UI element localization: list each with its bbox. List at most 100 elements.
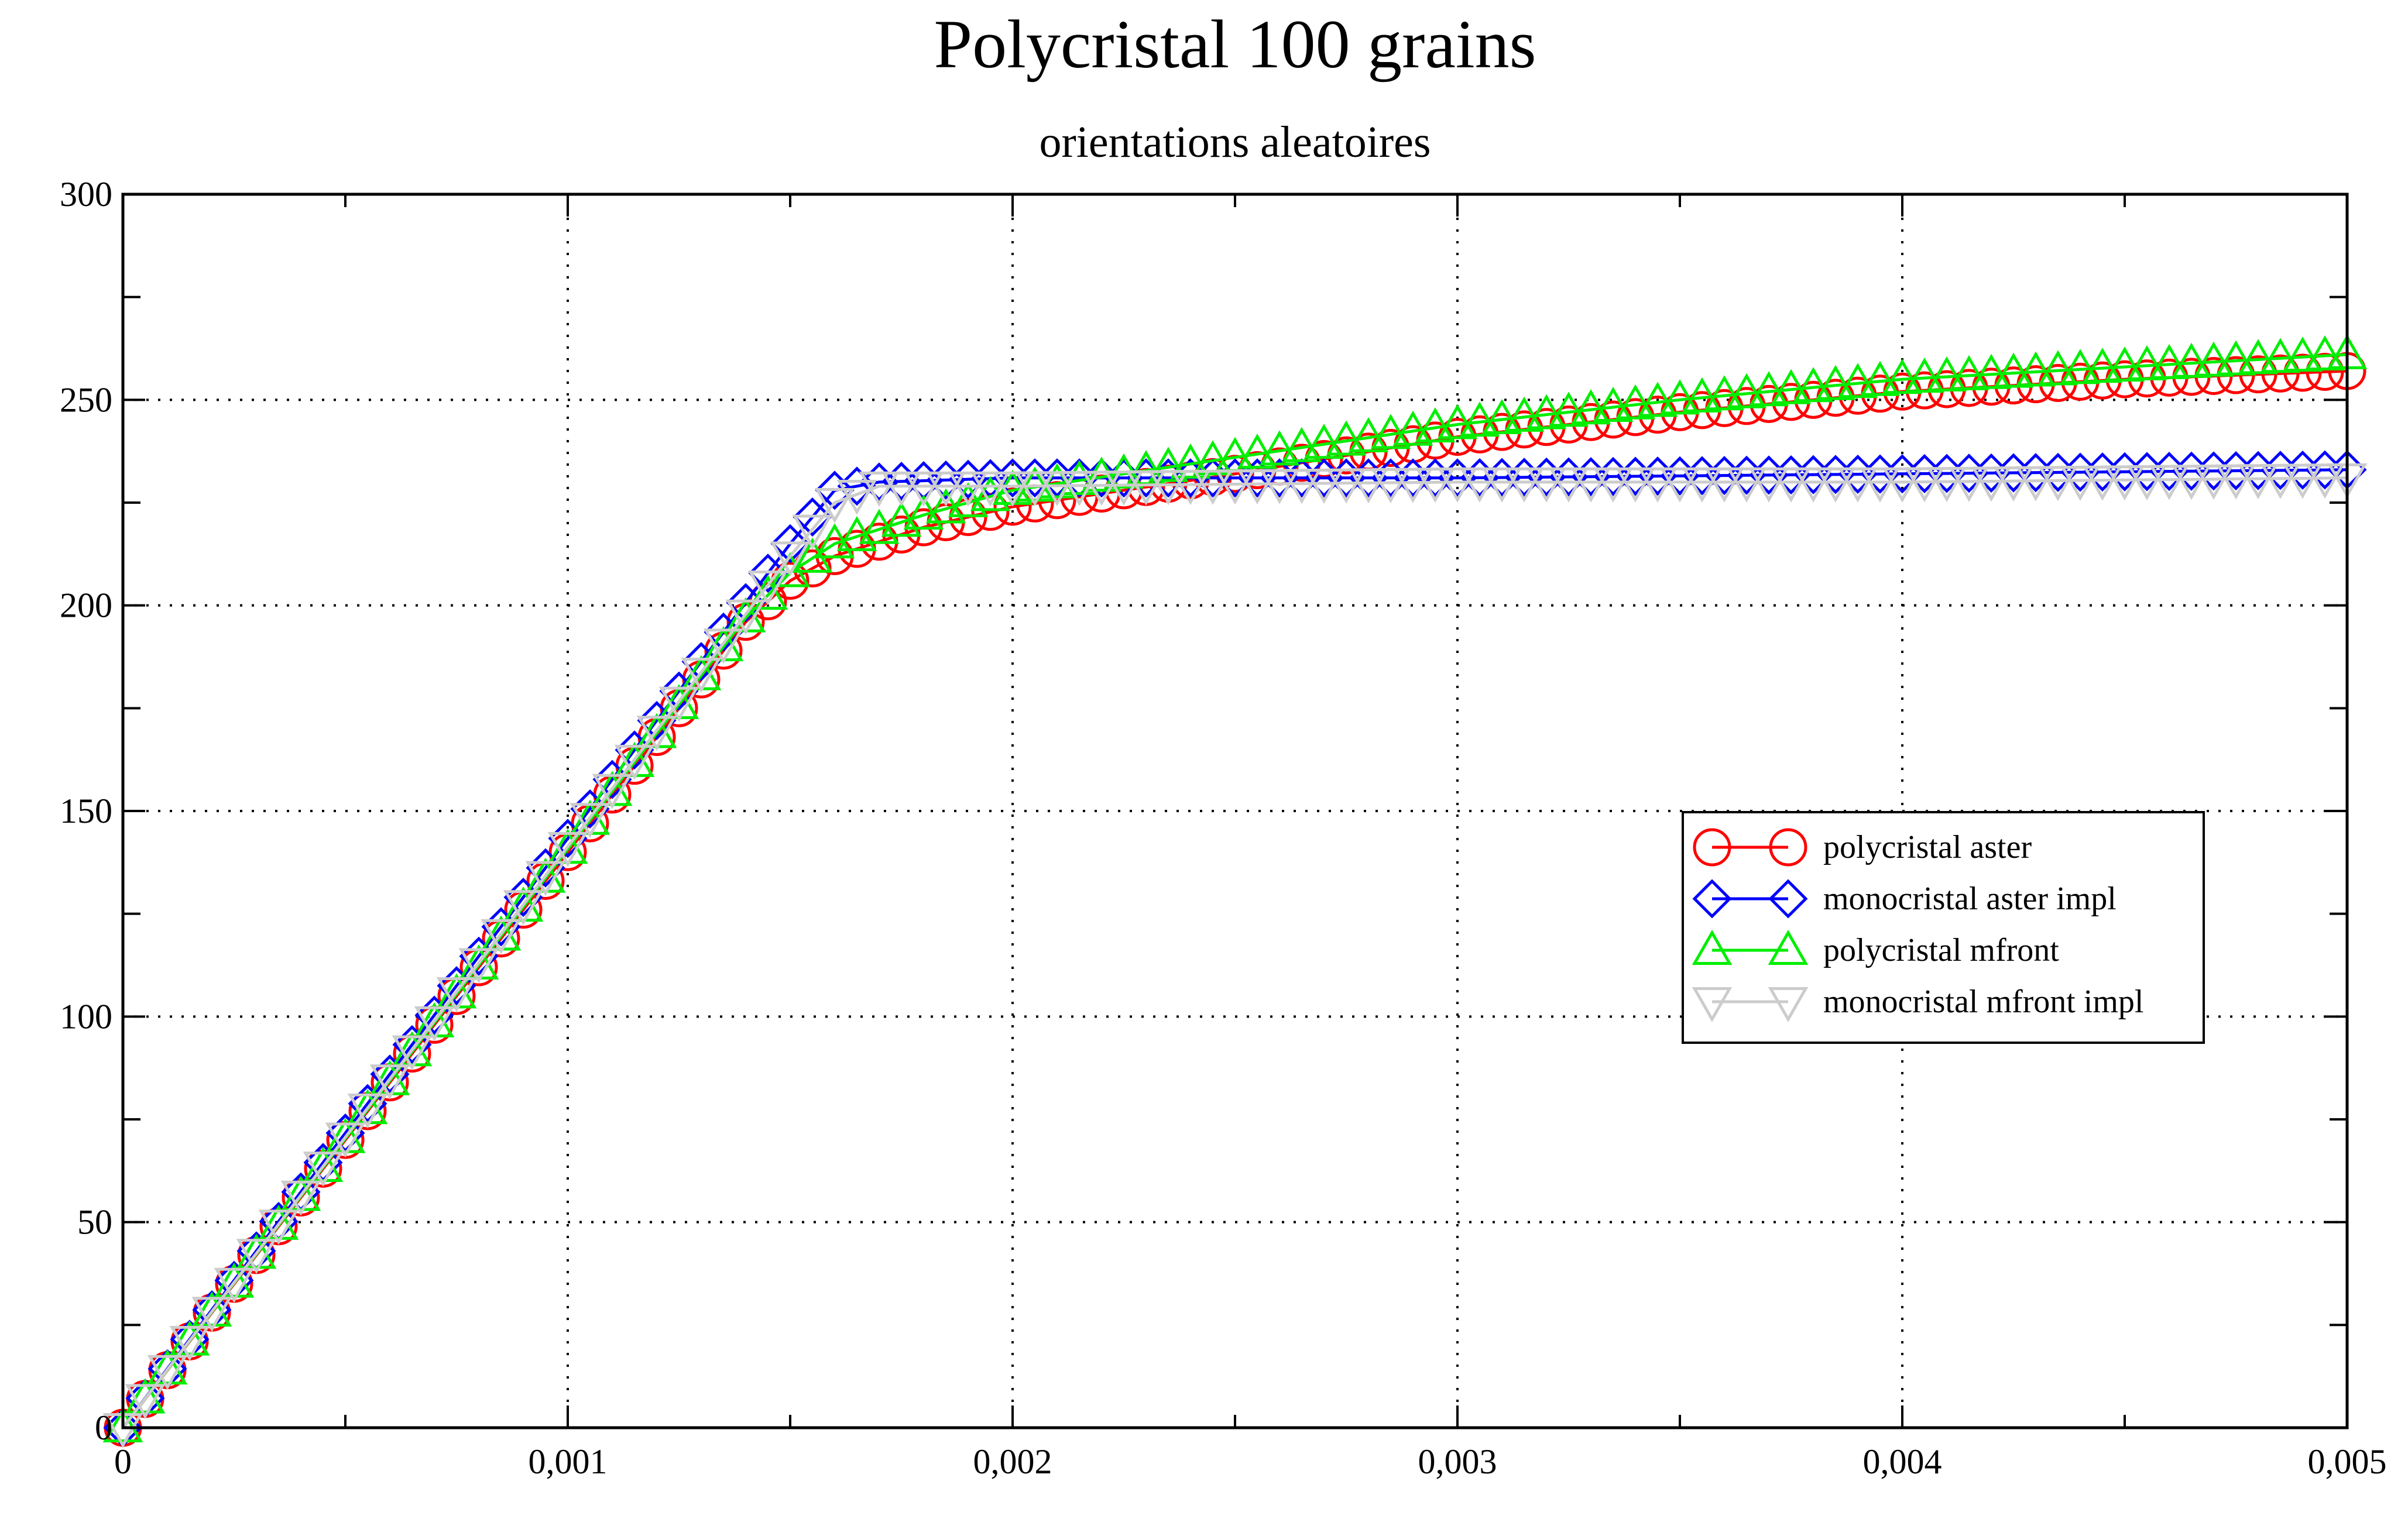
data-point — [1326, 468, 1367, 504]
data-point — [1615, 384, 1656, 420]
data-point — [770, 541, 811, 577]
data-point — [1103, 470, 1144, 506]
data-point — [303, 1152, 344, 1187]
data-point — [191, 1291, 232, 1327]
data-point — [1637, 382, 1678, 417]
data-point — [325, 1122, 366, 1158]
data-point — [814, 488, 855, 524]
data-point — [258, 1204, 299, 1240]
data-point — [1860, 467, 1901, 503]
data-point — [1437, 404, 1478, 439]
chart-subtitle: orientations aleatoires — [1040, 118, 1431, 167]
data-point — [1192, 469, 1233, 505]
data-point — [1882, 359, 1923, 394]
data-point — [1748, 467, 1789, 503]
data-point — [1437, 467, 1478, 503]
legend-marker — [1768, 987, 1809, 1023]
data-point — [1904, 358, 1945, 393]
data-point — [1771, 369, 1812, 404]
data-point — [236, 1239, 277, 1274]
data-point — [1148, 446, 1189, 482]
data-point — [2215, 340, 2256, 376]
data-point — [1192, 440, 1233, 476]
data-point — [1081, 470, 1122, 506]
data-point — [414, 1006, 455, 1042]
data-point — [1281, 427, 1322, 462]
legend-marker — [1692, 929, 1733, 965]
data-point — [1504, 396, 1545, 432]
data-point — [570, 803, 610, 838]
data-point — [1860, 360, 1901, 396]
data-point — [348, 1084, 387, 1123]
series-4 — [102, 463, 2368, 1449]
data-point — [2260, 463, 2301, 499]
data-point — [925, 471, 966, 507]
x-tick-label: 0,001 — [529, 1442, 608, 1481]
data-point — [2304, 335, 2345, 371]
data-point — [1526, 467, 1567, 503]
y-tick-label: 100 — [60, 997, 112, 1036]
data-point — [1415, 468, 1456, 503]
data-point — [2260, 338, 2301, 373]
data-point — [1704, 375, 1745, 411]
data-point — [325, 1118, 366, 1153]
data-point — [102, 1407, 143, 1442]
data-point — [392, 1035, 433, 1071]
data-point — [481, 919, 522, 954]
data-point — [1548, 391, 1589, 427]
data-point — [1904, 467, 1945, 503]
data-point — [1392, 410, 1433, 446]
data-point — [1593, 467, 1634, 503]
data-point — [525, 861, 566, 896]
x-tick-label: 0,002 — [973, 1442, 1052, 1481]
data-point — [369, 1064, 410, 1100]
data-point — [1281, 469, 1322, 504]
data-point — [280, 1176, 321, 1211]
data-point — [1304, 424, 1344, 459]
data-point — [792, 514, 833, 550]
data-point — [1971, 353, 2012, 389]
y-tick-label: 150 — [60, 792, 112, 830]
legend-marker — [1693, 828, 1731, 867]
data-point — [214, 1262, 255, 1298]
data-point — [1615, 467, 1656, 503]
data-point — [2015, 466, 2056, 501]
data-point — [2104, 465, 2145, 501]
data-point — [1237, 434, 1278, 469]
legend-marker — [1692, 879, 1732, 919]
data-point — [1837, 467, 1878, 503]
data-point — [2304, 463, 2345, 499]
data-point — [1704, 467, 1745, 503]
data-point — [547, 831, 588, 867]
data-point — [1659, 467, 1700, 503]
y-tick-label: 200 — [60, 586, 112, 625]
data-point — [2060, 466, 2101, 501]
legend-entry: monocristal mfront impl — [1692, 984, 2143, 1023]
y-tick-label: 50 — [77, 1203, 112, 1242]
series-line — [122, 476, 2348, 1429]
x-tick-label: 0,003 — [1418, 1442, 1497, 1481]
data-point — [903, 471, 944, 507]
data-point — [1037, 471, 1078, 507]
data-point — [125, 1384, 166, 1420]
data-point — [747, 575, 788, 610]
data-point — [147, 1349, 188, 1385]
data-point — [503, 890, 544, 926]
data-point — [748, 554, 788, 593]
data-point — [747, 571, 788, 606]
legend-label: polycristal aster — [1823, 829, 2032, 865]
data-point — [770, 524, 810, 563]
data-point — [2104, 346, 2145, 382]
data-point — [236, 1233, 277, 1269]
data-point — [1815, 365, 1856, 400]
data-point — [125, 1378, 166, 1414]
data-point — [1370, 414, 1411, 449]
data-point — [859, 471, 900, 507]
data-point — [1392, 468, 1433, 503]
data-point — [1971, 466, 2012, 502]
data-point — [1481, 467, 1522, 503]
data-point — [1659, 379, 1700, 415]
data-point — [280, 1180, 321, 1216]
data-point — [1170, 470, 1211, 506]
legend-entry: polycristal mfront — [1692, 929, 2059, 968]
